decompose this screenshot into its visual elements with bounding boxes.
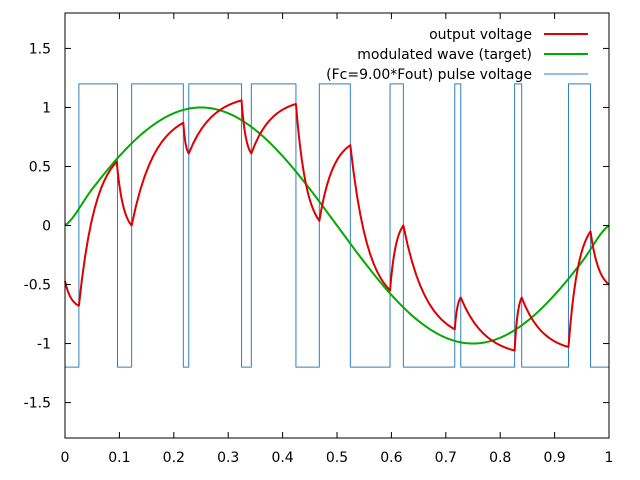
legend-label: output voltage	[429, 27, 532, 43]
y-tick-label: -1	[37, 337, 51, 353]
x-tick-label: 0.5	[326, 450, 348, 466]
x-tick-label: 0.9	[543, 450, 565, 466]
x-tick-label: 0.6	[380, 450, 402, 466]
y-tick-labels: 1.5 1 0.5 0 -0.5 -1 -1.5	[24, 41, 51, 411]
output-series-layer	[64, 99, 610, 352]
x-tick-label: 0.1	[108, 450, 130, 466]
x-tick-labels: 0 0.1 0.2 0.3 0.4 0.5 0.6 0.7 0.8 0.9 1	[61, 450, 614, 466]
y-tick-label: -1.5	[24, 396, 51, 412]
y-tick-label: -0.5	[24, 278, 51, 294]
modulated-series-layer	[64, 106, 610, 345]
modulated-wave-line	[64, 106, 610, 345]
y-tick-label: 1	[42, 100, 51, 116]
y-tick-label: 1.5	[29, 41, 51, 57]
x-tick-label: 0.7	[435, 450, 457, 466]
x-tick-label: 1	[605, 450, 614, 466]
x-tick-label: 0.4	[271, 450, 293, 466]
pulse-series-layer	[65, 83, 609, 368]
plot-frame	[64, 12, 610, 439]
x-tick-label: 0.8	[489, 450, 511, 466]
x-tick-label: 0	[61, 450, 70, 466]
x-tick-label: 0.2	[163, 450, 185, 466]
x-tick-label: 0.3	[217, 450, 239, 466]
pulse-voltage-line	[65, 83, 609, 368]
y-tick-label: 0.5	[29, 159, 51, 175]
legend: output voltage modulated wave (target) (Fc…	[326, 27, 588, 83]
output-voltage-line	[64, 99, 610, 352]
legend-label: modulated wave (target)	[357, 47, 532, 63]
y-tick-label: 0	[42, 219, 51, 235]
legend-label: (Fc=9.00*Fout) pulse voltage	[326, 67, 532, 83]
